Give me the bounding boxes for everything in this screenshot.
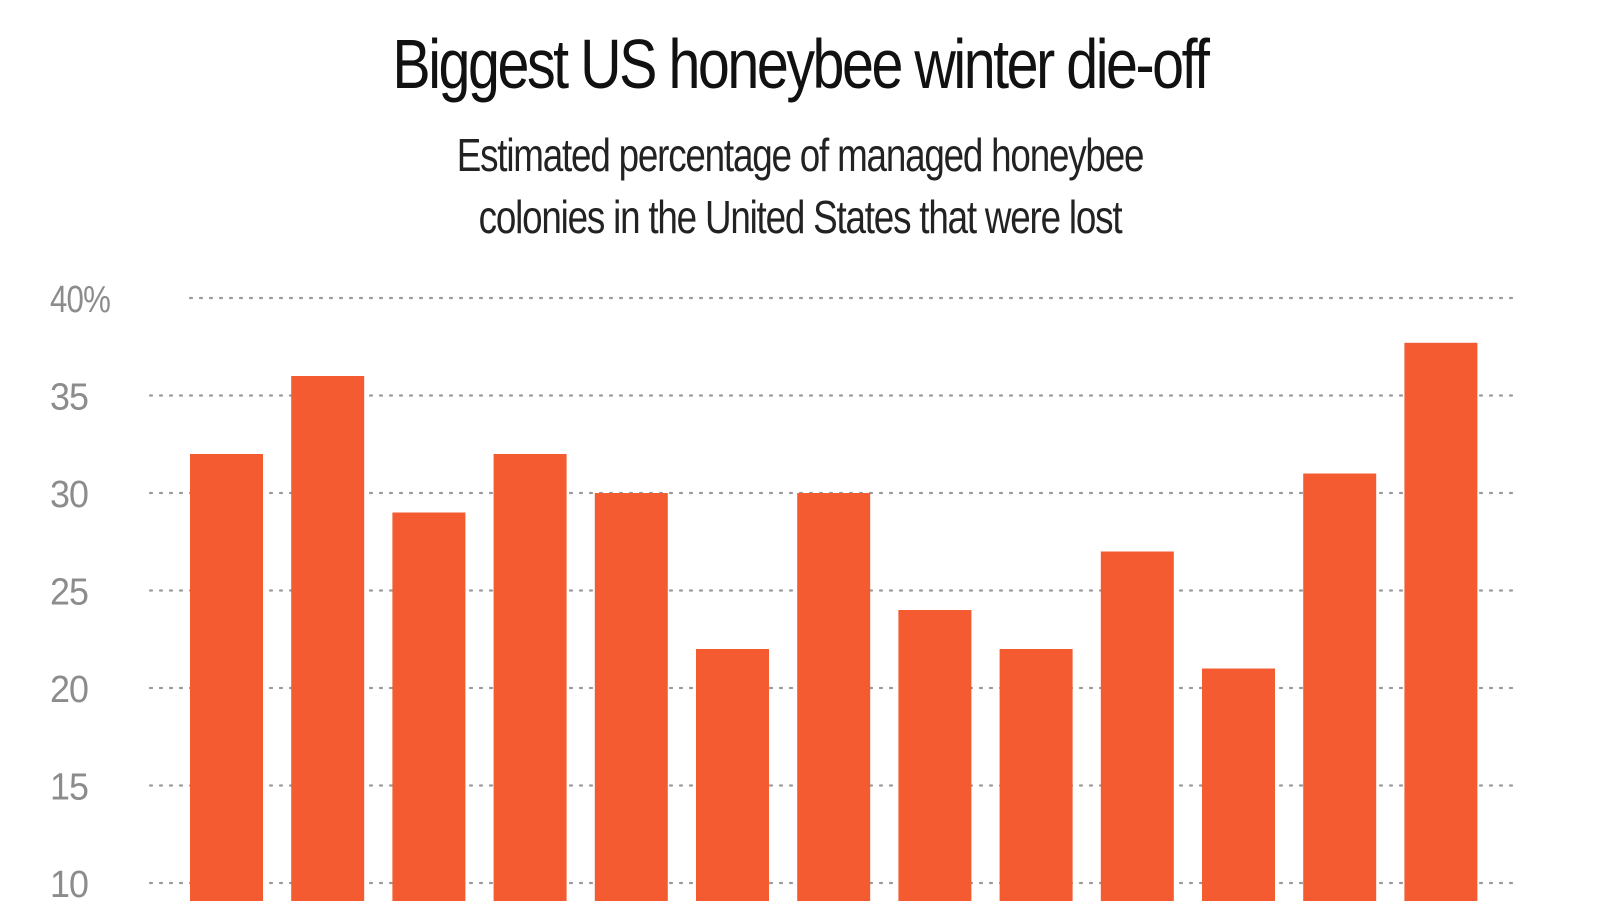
bar xyxy=(999,649,1073,901)
y-tick-label: 40% xyxy=(50,279,110,321)
bar xyxy=(1404,342,1478,901)
bar xyxy=(1100,551,1174,901)
bar xyxy=(291,376,365,901)
y-tick-label: 25 xyxy=(50,572,88,614)
y-tick-label: 30 xyxy=(50,474,88,516)
chart-subtitle-line-1: Estimated percentage of managed honeybee xyxy=(456,129,1145,181)
y-axis-tick-labels: 40% 35 30 25 20 15 10 xyxy=(50,279,111,901)
bar xyxy=(392,512,466,901)
y-tick-label: 10 xyxy=(50,864,88,901)
chart-subtitle: Estimated percentage of managed honeybee… xyxy=(160,124,1440,248)
bar xyxy=(1303,473,1377,901)
y-tick-label: 35 xyxy=(50,377,88,419)
y-tick-label: 20 xyxy=(50,669,88,711)
bar xyxy=(696,649,769,901)
bars xyxy=(190,342,1478,901)
bar xyxy=(493,454,567,901)
y-tick-label: 15 xyxy=(50,767,88,809)
bar xyxy=(797,493,871,901)
bar xyxy=(1202,668,1275,901)
chart-title: Biggest US honeybee winter die-off xyxy=(392,25,1210,103)
bar xyxy=(594,493,668,901)
bar xyxy=(898,610,972,901)
chart-subtitle-line-2: colonies in the United States that were … xyxy=(478,191,1123,243)
bar xyxy=(190,454,263,901)
